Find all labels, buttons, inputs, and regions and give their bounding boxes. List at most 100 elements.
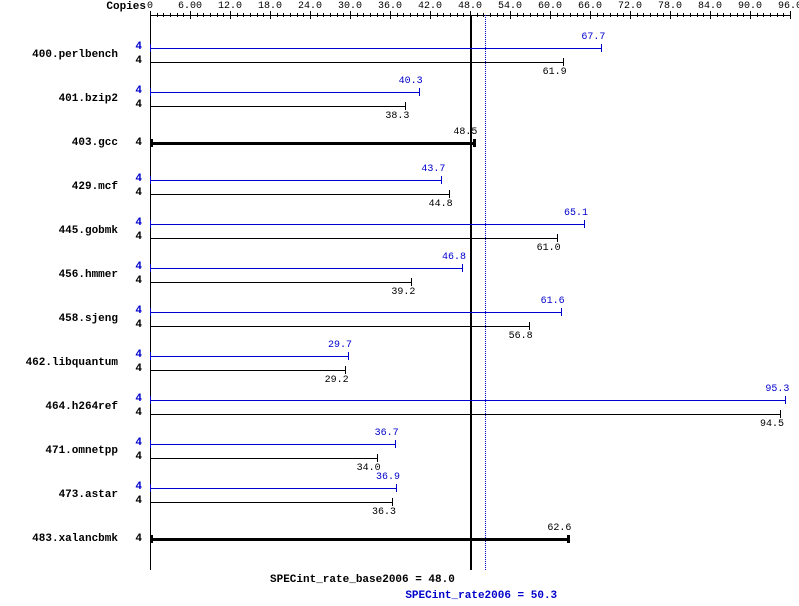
copies-base: 4 [135, 187, 142, 199]
bar-base-end-cap [780, 410, 781, 418]
bar-base-value: 29.2 [325, 375, 349, 386]
benchmark-name: 456.hmmer [59, 269, 118, 281]
bar-peak-start-cap [150, 484, 151, 492]
x-minor-tick [737, 13, 738, 17]
x-tick [270, 11, 271, 19]
x-minor-tick [777, 13, 778, 17]
copies-base: 4 [135, 319, 142, 331]
bar-base-value: 61.0 [537, 243, 561, 254]
x-tick [630, 11, 631, 19]
copies-base: 4 [135, 363, 142, 375]
bar-base-value: 56.8 [509, 331, 533, 342]
x-minor-tick [370, 13, 371, 17]
x-tick-label: 66.0 [578, 1, 602, 12]
x-tick-label: 48.0 [458, 1, 482, 12]
copies-peak: 4 [135, 481, 142, 493]
bar-peak [150, 356, 348, 357]
bar-peak-value: 46.8 [442, 252, 466, 263]
benchmark-name: 445.gobmk [59, 225, 118, 237]
x-minor-tick [457, 13, 458, 17]
x-tick [790, 11, 791, 19]
bar-peak [150, 312, 561, 313]
reference-line [470, 15, 472, 570]
bar-peak-value: 40.3 [399, 76, 423, 87]
benchmark-name: 483.xalancbmk [32, 533, 118, 545]
copies-peak: 4 [135, 261, 142, 273]
bar-peak-start-cap [150, 352, 151, 360]
bar-base-value: 36.3 [372, 507, 396, 518]
x-minor-tick [517, 13, 518, 17]
x-minor-tick [423, 13, 424, 17]
benchmark-name: 473.astar [59, 489, 118, 501]
bar-peak-end-cap [348, 352, 349, 360]
copies-base: 4 [135, 451, 142, 463]
x-minor-tick [677, 13, 678, 17]
x-minor-tick [610, 13, 611, 17]
x-minor-tick [363, 13, 364, 17]
x-minor-tick [437, 13, 438, 17]
x-minor-tick [523, 13, 524, 17]
x-minor-tick [603, 13, 604, 17]
x-minor-tick [377, 13, 378, 17]
bar-peak [150, 180, 441, 181]
x-minor-tick [483, 13, 484, 17]
x-minor-tick [210, 13, 211, 17]
x-minor-tick [683, 13, 684, 17]
x-minor-tick [397, 13, 398, 17]
bar-peak-end-cap [561, 308, 562, 316]
bar-single-value: 62.6 [547, 523, 571, 534]
bar-base-end-cap [411, 278, 412, 286]
x-minor-tick [317, 13, 318, 17]
copies-base: 4 [135, 55, 142, 67]
bar-base-end-cap [405, 102, 406, 110]
x-minor-tick [723, 13, 724, 17]
x-minor-tick [497, 13, 498, 17]
x-minor-tick [250, 13, 251, 17]
x-tick-label: 6.00 [178, 1, 202, 12]
bar-peak-value: 43.7 [421, 164, 445, 175]
bar-base-start-cap [150, 102, 151, 110]
bar-base [150, 238, 557, 239]
bar-single-value: 48.5 [453, 127, 477, 138]
x-minor-tick [543, 13, 544, 17]
x-minor-tick [570, 13, 571, 17]
bar-base [150, 414, 780, 415]
copies-peak: 4 [135, 41, 142, 53]
bar-peak-start-cap [150, 220, 151, 228]
summary-peak: SPECint_rate2006 = 50.3 [405, 590, 557, 602]
x-tick-label: 42.0 [418, 1, 442, 12]
bar-base-end-cap [392, 498, 393, 506]
copies-base: 4 [135, 99, 142, 111]
x-tick [710, 11, 711, 19]
x-minor-tick [283, 13, 284, 17]
spec-rate-chart: 06.0012.018.024.030.036.042.048.054.060.… [0, 0, 799, 606]
copies-peak: 4 [135, 85, 142, 97]
x-tick-label: 0 [147, 1, 153, 12]
benchmark-name: 464.h264ref [45, 401, 118, 413]
x-minor-tick [203, 13, 204, 17]
bar-base-start-cap [150, 234, 151, 242]
bar-peak-start-cap [150, 440, 151, 448]
x-tick-label: 90.0 [738, 1, 762, 12]
x-minor-tick [323, 13, 324, 17]
x-minor-tick [357, 13, 358, 17]
x-minor-tick [597, 13, 598, 17]
x-minor-tick [157, 13, 158, 17]
x-minor-tick [643, 13, 644, 17]
summary-base: SPECint_rate_base2006 = 48.0 [270, 574, 455, 586]
bar-peak-value: 29.7 [328, 340, 352, 351]
x-tick [150, 11, 151, 19]
x-minor-tick [263, 13, 264, 17]
copies-header: Copies [106, 1, 146, 13]
bar-base-start-cap [150, 190, 151, 198]
bar-base-value: 38.3 [385, 111, 409, 122]
bar-base-end-cap [449, 190, 450, 198]
benchmark-name: 429.mcf [72, 181, 118, 193]
bar-base-value: 61.9 [543, 67, 567, 78]
x-minor-tick [477, 13, 478, 17]
bar-base-start-cap [150, 366, 151, 374]
bar-peak-value: 61.6 [541, 296, 565, 307]
bar-base-start-cap [150, 322, 151, 330]
bar-peak-value: 65.1 [564, 208, 588, 219]
bar-base-value: 44.8 [429, 199, 453, 210]
